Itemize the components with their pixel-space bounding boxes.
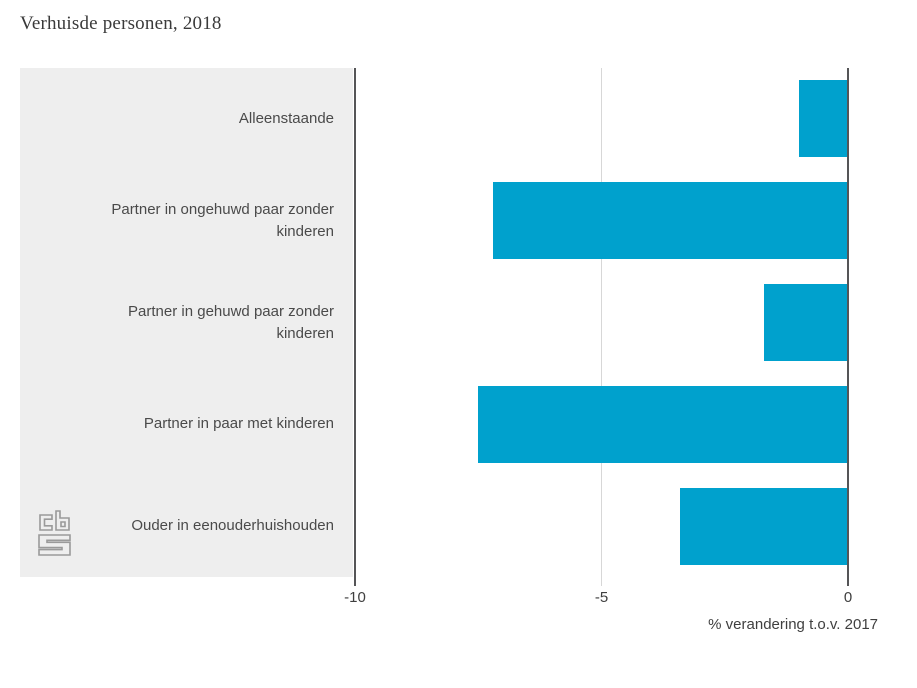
cbs-logo-c bbox=[39, 514, 53, 531]
category-label: Partner in gehuwd paar zonder kinderen bbox=[128, 302, 334, 342]
category-panel bbox=[20, 68, 353, 577]
bar[interactable] bbox=[680, 487, 848, 565]
x-tick-label: -5 bbox=[594, 589, 609, 606]
cbs-logo-b bbox=[55, 510, 70, 531]
gridline bbox=[600, 68, 603, 586]
axis-line bbox=[354, 68, 356, 586]
category-label: Partner in paar met kinderen bbox=[143, 415, 334, 433]
cbs-logo bbox=[38, 510, 71, 556]
bar[interactable] bbox=[493, 182, 848, 260]
category-label: Partner in ongehuwd paar zonder kinderen bbox=[111, 200, 334, 240]
bar[interactable] bbox=[478, 385, 848, 463]
cbs-logo-b-square bbox=[60, 521, 66, 528]
x-axis-title: % verandering t.o.v. 2017 bbox=[708, 616, 878, 633]
cbs-logo-s bbox=[38, 534, 71, 556]
bar[interactable] bbox=[798, 80, 848, 158]
bar[interactable] bbox=[764, 284, 848, 361]
x-tick-label: 0 bbox=[843, 589, 853, 606]
zero-axis-line bbox=[847, 68, 849, 586]
x-tick-label: -10 bbox=[344, 589, 366, 606]
chart-title: Verhuisde personen, 2018 bbox=[20, 13, 222, 34]
category-label: Ouder in eenouderhuishouden bbox=[131, 517, 334, 535]
category-label: Alleenstaande bbox=[238, 109, 334, 127]
